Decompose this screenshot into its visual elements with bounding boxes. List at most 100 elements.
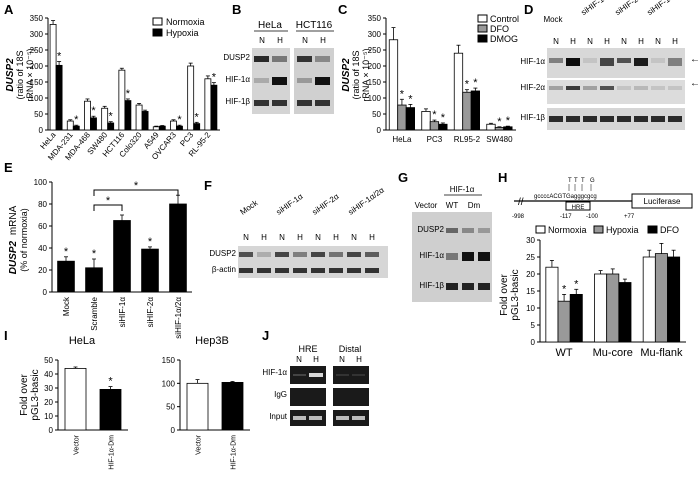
panel-a-y-tick-label: 50: [34, 110, 43, 119]
blot-d-lane-label: H: [604, 37, 610, 46]
blot-d-lane-label: H: [672, 37, 678, 46]
mutation-2: T: [574, 178, 578, 184]
blot-b-cell-hct116: HCT116: [296, 20, 333, 31]
panel-h-y-tick-label: 15: [526, 287, 535, 296]
panel-a-ylabel-gene: DUSP2: [5, 58, 16, 92]
blot-g-lane-wt: WT: [446, 201, 459, 210]
panel-a-bar: [124, 100, 132, 131]
panel-h-y-tick-label: 10: [526, 304, 535, 313]
luciferase-label: Luciferase: [644, 197, 681, 206]
blot-band: [257, 268, 271, 273]
arrow-icon: ←: [690, 78, 700, 89]
panel-h-x-label: WT: [556, 347, 573, 359]
panel-c-significance-star: *: [506, 115, 511, 127]
panel-a-bar: [187, 65, 195, 131]
panel-e-y-tick-label: 20: [38, 266, 47, 275]
panel-h-bar: [594, 273, 608, 343]
legend-label-hypoxia: Hypoxia: [166, 28, 199, 38]
panel-h-bar: [618, 282, 632, 343]
panel-h-y-tick-label: 0: [531, 338, 536, 347]
panel-letter-g: G: [398, 170, 408, 185]
panel-a-y-tick-label: 100: [30, 94, 44, 103]
panel-a-significance-star: *: [177, 114, 182, 126]
blot-b-cell-hela: HeLa: [258, 20, 282, 31]
panel-e-x-label: Mock: [62, 296, 71, 316]
panel-i2-chart-bar: [186, 382, 209, 431]
blot-b-lane-2: H: [277, 36, 283, 45]
blot-b-lane-1: N: [259, 36, 265, 45]
blot-band: [239, 252, 253, 257]
panel-c-ylabel-line1: (ratio of 18S: [351, 50, 361, 99]
panel-c-bar: [429, 121, 440, 131]
panel-h-bar: [654, 253, 668, 343]
blot-b-row-hif1b: HIF-1β: [225, 97, 250, 106]
arrow-icon: ←: [690, 54, 700, 65]
panel-letter-b: B: [232, 2, 241, 17]
legend-label-hypoxia-h: Hypoxia: [606, 225, 639, 235]
panel-c-y-tick-label: 300: [368, 30, 382, 39]
blot-band: [275, 252, 289, 257]
panel-c-bar: [470, 90, 480, 131]
panel-h-y-tick-label: 20: [526, 270, 535, 279]
panel-c-significance-star: *: [408, 93, 413, 105]
panel-i1-chart-y-tick-label: 0: [49, 426, 54, 435]
break-icon: //: [518, 197, 524, 208]
panel-h-bar: [606, 273, 620, 343]
blot-f-lane-label: N: [315, 233, 321, 242]
blot-d-group-si2: siHIF-2α: [613, 0, 643, 17]
panel-c-y-tick-label: 250: [368, 46, 382, 55]
blot-g-lane-dm: Dm: [468, 201, 481, 210]
blot-band: [347, 252, 361, 257]
hre-box: [565, 201, 591, 211]
panel-a-ylabel: DUSP2: [5, 58, 16, 92]
panel-h-x-label: Mu-core: [593, 347, 633, 359]
panel-c-x-label: SW480: [486, 135, 513, 144]
gel-j-lane-2: H: [313, 355, 319, 364]
panel-i1-chart-y-tick-label: 40: [44, 370, 53, 379]
panel-e-significance-star: *: [92, 248, 97, 260]
panel-h-ylabel-line2: pGL3-basic: [510, 269, 521, 320]
panel-letter-a: A: [4, 2, 14, 17]
pos-117: -117: [560, 214, 572, 220]
blot-band: [365, 252, 379, 257]
panel-c-y-tick-label: 350: [368, 14, 382, 23]
blot-band: [583, 116, 597, 122]
blot-band: [668, 86, 682, 90]
legend-swatch-normoxia-h: [535, 225, 546, 234]
blot-band: [293, 252, 307, 257]
blot-band: [634, 86, 648, 90]
panel-a-bar: [49, 23, 57, 131]
blot-band: [566, 116, 580, 122]
legend-label-control: Control: [490, 14, 519, 24]
panel-a-significance-star: *: [74, 114, 79, 126]
panel-e-x-label: siHIF-2α: [146, 297, 155, 328]
blot-d-group-mock: Mock: [543, 15, 563, 24]
legend-swatch-hypoxia-h: [593, 225, 604, 234]
panel-e-bracket-significance-star: *: [134, 180, 139, 192]
panel-j: HRE Distal N H N H HIF-1α IgG Input: [262, 344, 369, 426]
panel-a-bar: [118, 69, 126, 131]
mutation-1: T: [568, 178, 572, 184]
blot-b-lane-3: N: [302, 36, 308, 45]
panel-c-x-label: RL95-2: [454, 135, 481, 144]
blot-band: [600, 58, 614, 66]
legend-label-dmog: DMOG: [490, 34, 518, 44]
panel-f: Mock siHIF-1α siHIF-2α siHIF-1α/2α N H N H N…: [209, 185, 388, 278]
blot-band: [329, 252, 343, 257]
gel-j-header-hre: HRE: [298, 344, 317, 354]
blot-band: [311, 252, 325, 257]
panel-i-hep3b-chart: 0 50 100 150 Vector HIF-1α-Dm: [162, 356, 250, 470]
panel-c-significance-star: *: [441, 112, 446, 124]
panel-c-bar: [453, 52, 464, 131]
pos-100: -100: [586, 214, 599, 220]
blot-band: [617, 116, 631, 122]
panel-e-y-tick-label: 40: [38, 244, 47, 253]
panel-a-y-tick-label: 150: [30, 78, 44, 87]
blot-band: [549, 86, 563, 90]
blot-d-group-si1: siHIF-1α: [579, 0, 609, 17]
blot-g-row-hif1a: HIF-1α: [419, 251, 444, 260]
panel-e-ylabel-gene: DUSP2: [8, 241, 19, 275]
legend-label-dfo: DFO: [490, 24, 509, 34]
panel-c-bar: [462, 91, 472, 131]
